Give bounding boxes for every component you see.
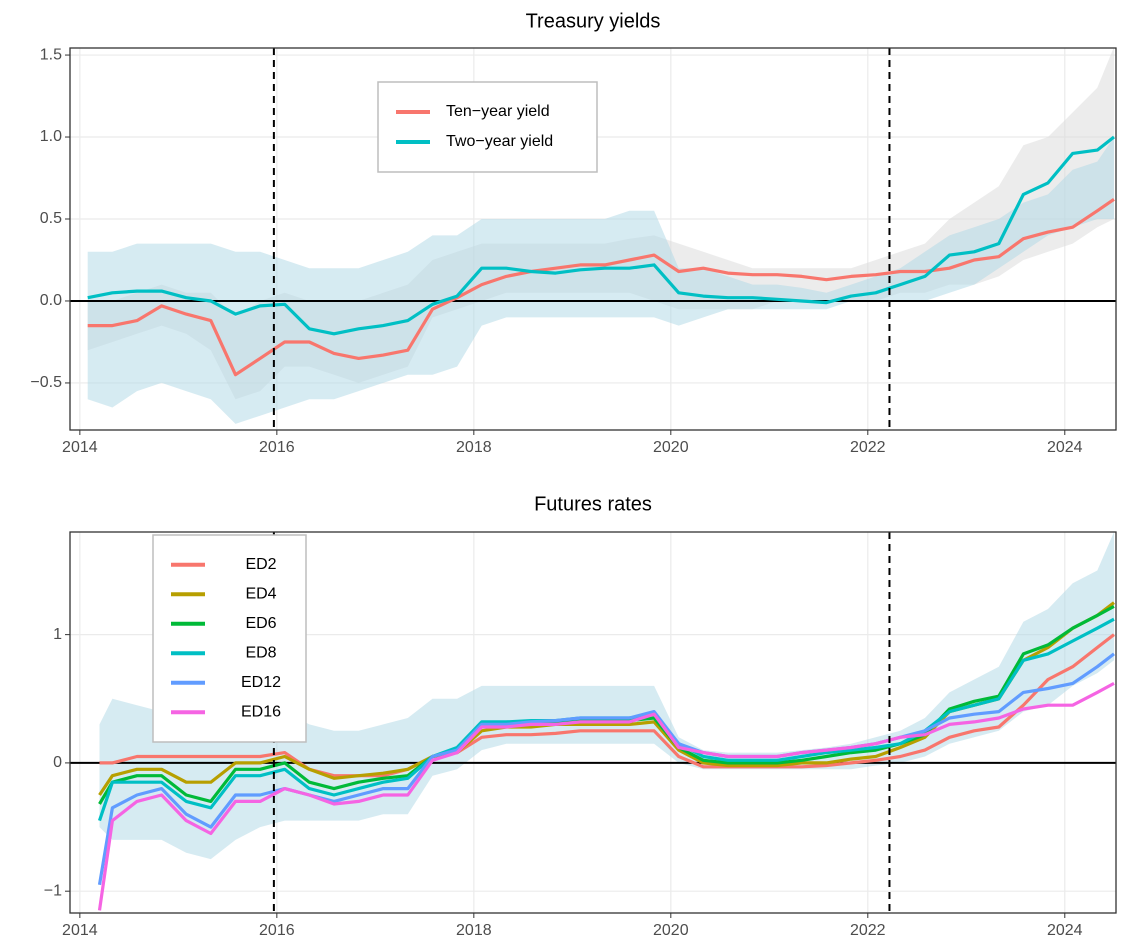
x-tick-label: 2018 xyxy=(456,922,492,939)
y-tick-label: 1 xyxy=(53,626,62,643)
panel-title: Treasury yields xyxy=(526,10,661,32)
x-tick-label: 2022 xyxy=(850,922,886,939)
x-tick-label: 2020 xyxy=(653,439,689,456)
legend-label: Two−year yield xyxy=(446,133,553,150)
panel-border xyxy=(69,531,1117,914)
x-tick-label: 2024 xyxy=(1047,922,1083,939)
legend-box xyxy=(377,81,598,173)
legend-label: ED4 xyxy=(245,585,276,602)
x-tick-label: 2016 xyxy=(259,439,295,456)
y-tick-label: 0 xyxy=(53,754,62,771)
y-tick-label: 1.0 xyxy=(40,128,62,145)
y-tick-label: −0.5 xyxy=(30,374,62,391)
x-tick-label: 2016 xyxy=(259,922,295,939)
legend-label: Ten−year yield xyxy=(446,103,550,120)
panel-border xyxy=(69,47,1117,431)
legend-label: ED12 xyxy=(241,674,281,691)
y-tick-label: 0.5 xyxy=(40,210,62,227)
x-tick-label: 2024 xyxy=(1047,439,1083,456)
panel-title: Futures rates xyxy=(534,493,652,515)
legend-label: ED16 xyxy=(241,703,281,720)
series-line xyxy=(97,681,1115,911)
series-line xyxy=(99,633,1115,778)
series-line xyxy=(87,135,1115,336)
x-tick-label: 2020 xyxy=(653,922,689,939)
x-tick-label: 2014 xyxy=(62,439,98,456)
legend-label: ED8 xyxy=(245,644,276,661)
x-tick-label: 2018 xyxy=(456,439,492,456)
x-tick-label: 2022 xyxy=(850,439,886,456)
y-tick-label: −1 xyxy=(44,882,62,899)
band xyxy=(87,137,1115,424)
y-tick-label: 0.0 xyxy=(40,292,62,309)
x-tick-label: 2014 xyxy=(62,922,98,939)
legend: Ten−year yield Two−year yield xyxy=(377,81,598,173)
legend: ED2 ED4 ED6 ED8 ED12 ED16 xyxy=(152,534,307,743)
y-tick-label: 1.5 xyxy=(40,46,62,63)
legend-box xyxy=(152,534,307,743)
plot-area xyxy=(70,48,1116,430)
series-line xyxy=(97,652,1115,886)
legend-label: ED6 xyxy=(245,615,276,632)
legend-label: ED2 xyxy=(245,556,276,573)
series-line xyxy=(87,197,1115,377)
